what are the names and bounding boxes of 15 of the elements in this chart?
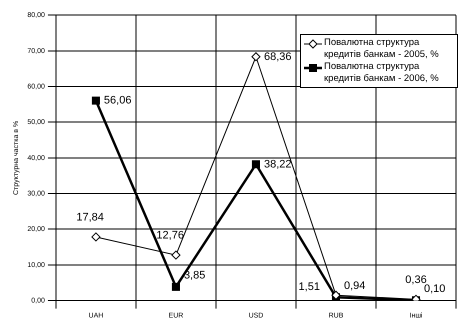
legend-label: Повалютна структура кредитів банкам - 2005, %	[324, 37, 440, 61]
data-label: 1,51	[298, 281, 320, 294]
data-label: 12,76	[156, 230, 184, 242]
legend-label: Повалютна структура кредитів банкам - 2006, %	[324, 61, 440, 85]
point	[171, 250, 180, 260]
data-label: 17,84	[76, 211, 104, 224]
data-label: 68,36	[264, 50, 292, 63]
data-label: 56,06	[104, 94, 132, 107]
point	[251, 52, 260, 62]
point	[252, 160, 260, 168]
data-label: 38,22	[264, 158, 292, 170]
point	[172, 282, 180, 291]
data-label: 0,94	[344, 280, 366, 292]
point	[92, 96, 100, 105]
point	[91, 232, 100, 242]
